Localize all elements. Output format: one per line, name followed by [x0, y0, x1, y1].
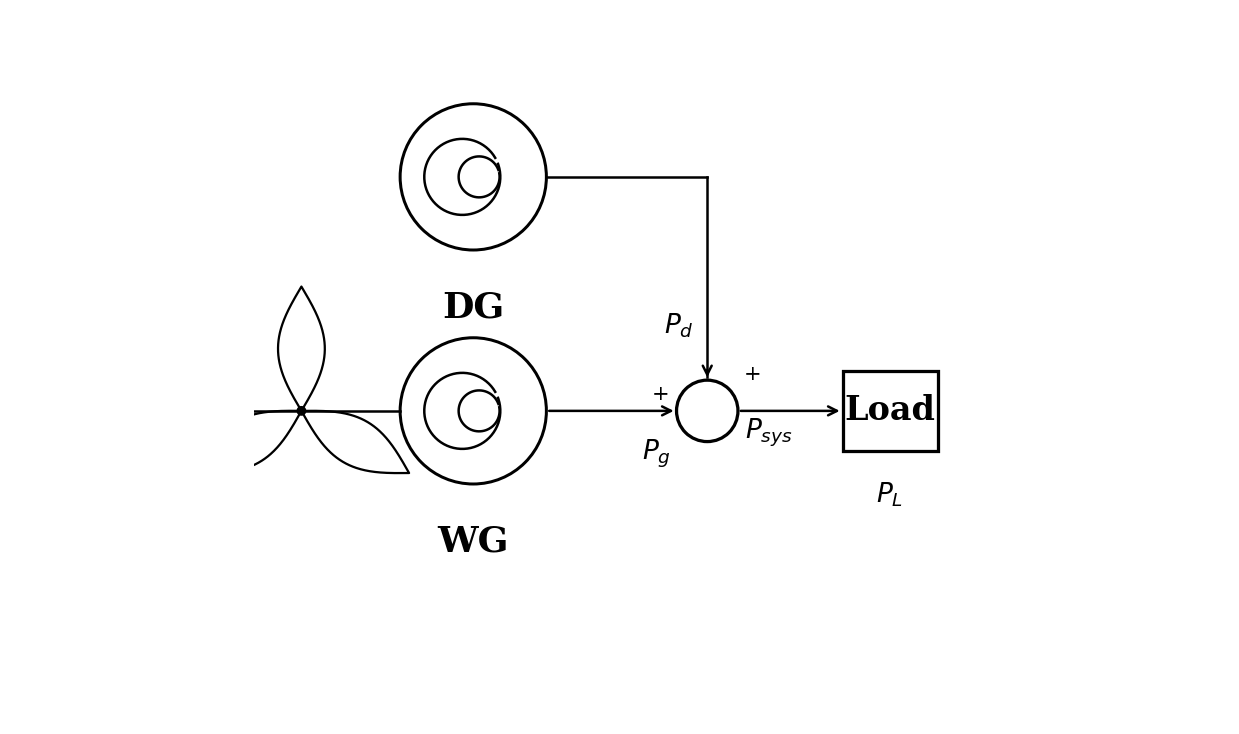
Text: WG: WG — [437, 524, 509, 559]
Circle shape — [297, 407, 305, 415]
Text: $P_d$: $P_d$ — [664, 311, 694, 340]
Bar — [843, 371, 938, 451]
Text: $P_{sys}$: $P_{sys}$ — [746, 417, 793, 449]
Text: $P_g$: $P_g$ — [642, 438, 670, 470]
Text: +: + — [652, 385, 669, 404]
Circle shape — [676, 380, 738, 442]
Text: DG: DG — [442, 290, 504, 324]
Text: Load: Load — [845, 394, 935, 427]
Text: $P_L$: $P_L$ — [876, 480, 903, 509]
Text: +: + — [743, 365, 762, 384]
